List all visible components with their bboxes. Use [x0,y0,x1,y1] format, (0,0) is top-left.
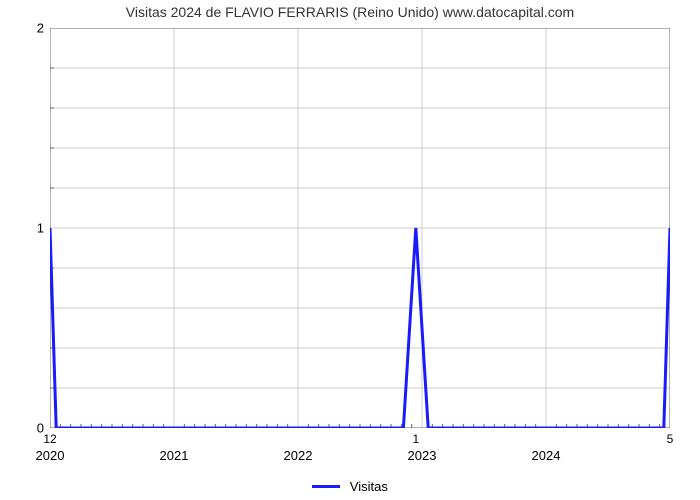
x-tick-label: 2024 [532,448,561,463]
y-tick-label: 0 [4,421,44,436]
legend: Visitas [0,478,700,494]
y-tick-label: 1 [4,221,44,236]
legend-swatch [312,485,340,488]
chart-plot [50,28,670,428]
x-tick-label: 2023 [408,448,437,463]
x-tick-label: 2020 [36,448,65,463]
data-point-label: 1 [412,432,419,446]
chart-title: Visitas 2024 de FLAVIO FERRARIS (Reino U… [0,4,700,20]
data-point-label: 12 [43,432,56,446]
x-tick-label: 2021 [160,448,189,463]
y-tick-label: 2 [4,21,44,36]
data-point-label: 5 [667,432,674,446]
x-tick-label: 2022 [284,448,313,463]
legend-label: Visitas [350,479,388,494]
